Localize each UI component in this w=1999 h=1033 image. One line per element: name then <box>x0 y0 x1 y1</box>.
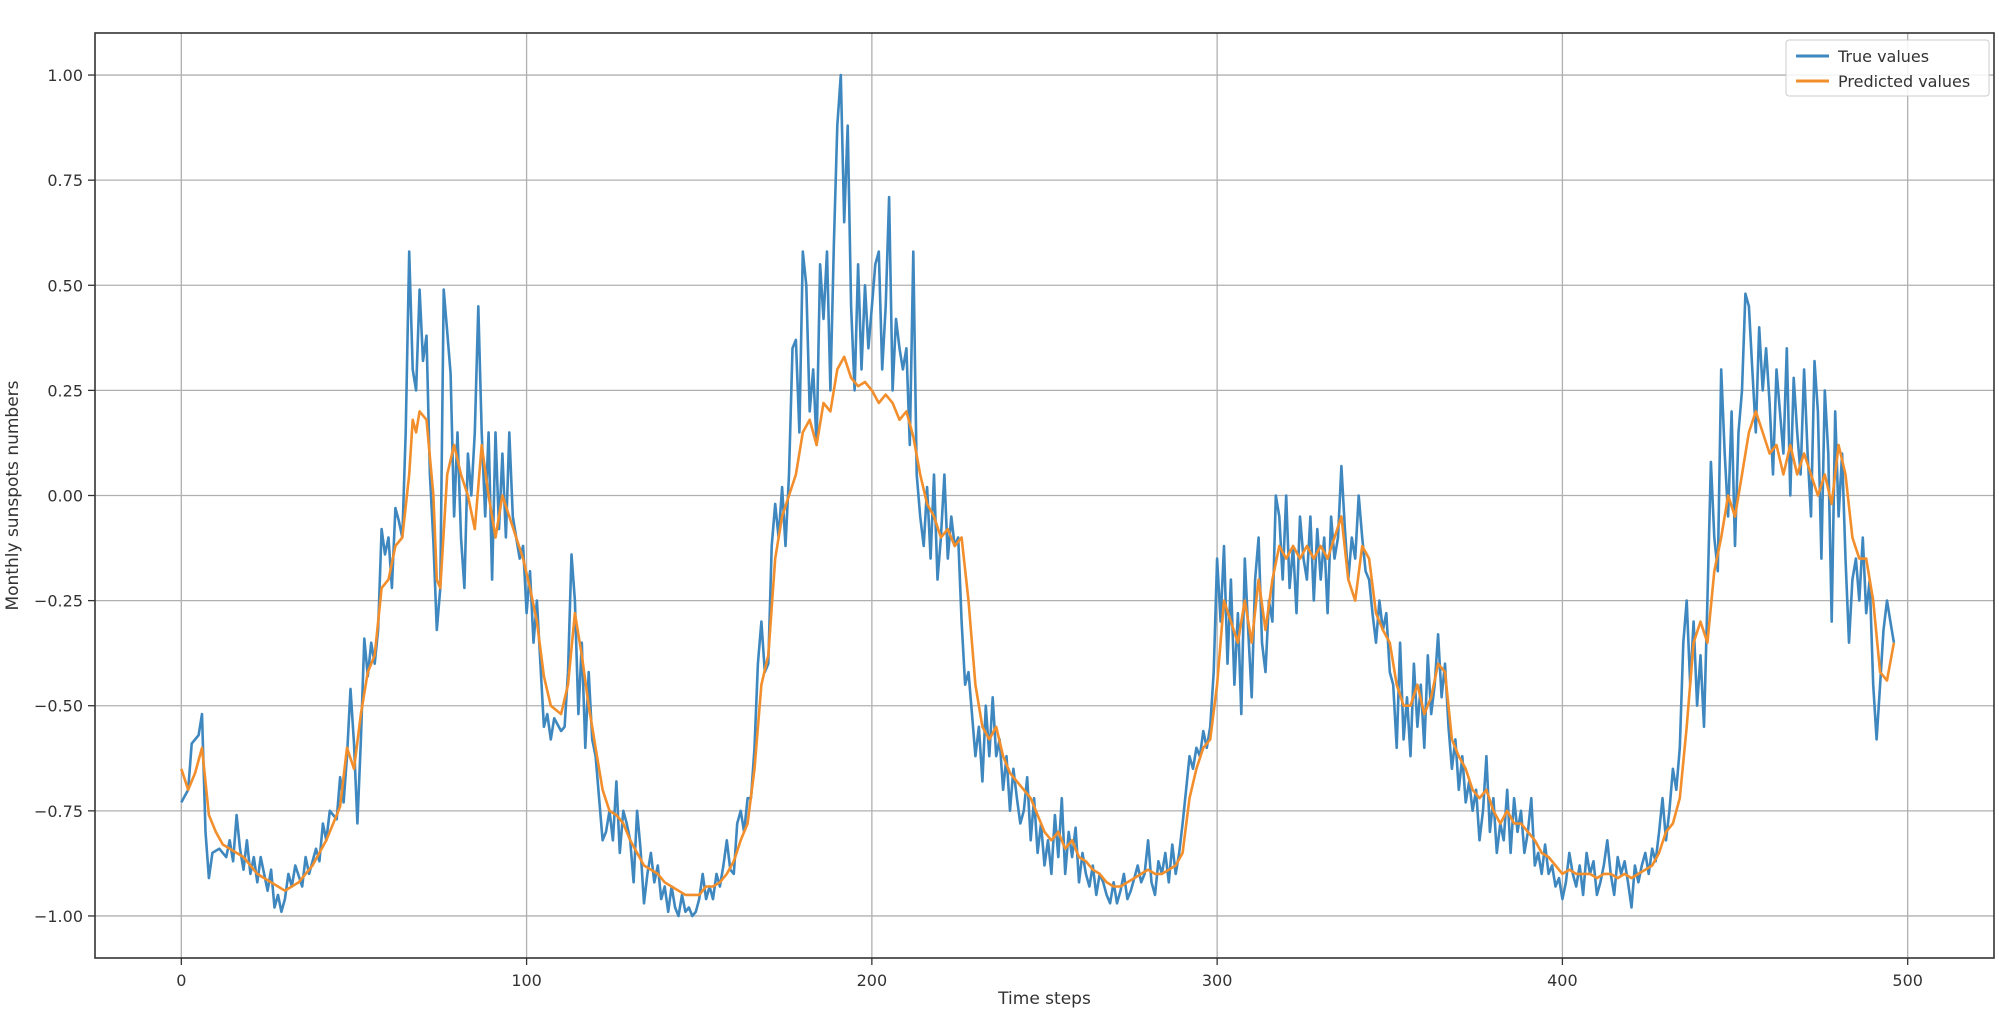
x-axis: 0 100 200 300 400 500 <box>176 958 1923 990</box>
grid <box>95 33 1994 958</box>
legend-box <box>1785 39 1990 97</box>
y-tick-label: −0.25 <box>34 592 83 611</box>
y-tick-label: −1.00 <box>34 907 83 926</box>
y-tick-label: 0.50 <box>47 276 83 295</box>
x-tick-label: 0 <box>176 971 186 990</box>
y-tick-label: 0.00 <box>47 487 83 506</box>
y-tick-label: −0.50 <box>34 697 83 716</box>
x-tick-label: 400 <box>1547 971 1578 990</box>
y-axis: −1.00 −0.75 −0.50 −0.25 0.00 0.25 0.50 0.75 1.00 <box>34 66 95 926</box>
y-tick-label: 0.25 <box>47 381 83 400</box>
x-tick-label: 500 <box>1892 971 1923 990</box>
legend-label-true-values: True values <box>1837 47 1929 66</box>
legend: True values Predicted values <box>1785 39 1990 97</box>
x-tick-label: 300 <box>1202 971 1233 990</box>
series-group <box>180 73 1896 918</box>
legend-label-predicted-values: Predicted values <box>1838 72 1970 91</box>
series-line-true-values <box>180 73 1896 918</box>
x-tick-label: 200 <box>857 971 888 990</box>
series-line-predicted-values <box>180 355 1896 897</box>
y-tick-label: 1.00 <box>47 66 83 85</box>
x-tick-label: 100 <box>511 971 542 990</box>
y-tick-label: −0.75 <box>34 802 83 821</box>
x-axis-title: Time steps <box>997 989 1091 1009</box>
y-tick-label: 0.75 <box>47 171 83 190</box>
y-axis-title: Monthly sunspots numbers <box>3 380 23 610</box>
